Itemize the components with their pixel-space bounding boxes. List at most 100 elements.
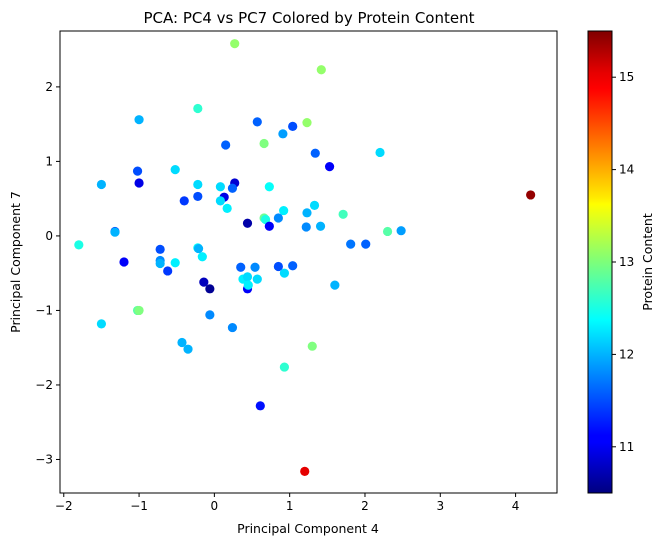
data-point — [134, 305, 144, 316]
data-point — [242, 272, 253, 282]
data-point — [230, 39, 240, 49]
colorbar-tick-label: 14 — [619, 163, 634, 177]
data-point — [222, 203, 232, 213]
data-point — [179, 196, 189, 206]
data-point — [279, 362, 290, 372]
data-point — [526, 190, 536, 200]
data-point — [170, 258, 180, 268]
colorbar: 11 12 13 14 15 Protein Content — [587, 30, 655, 494]
data-point — [132, 166, 143, 176]
x-tick-label: 4 — [512, 499, 520, 513]
data-point — [74, 240, 84, 250]
data-point — [260, 214, 271, 225]
data-point — [361, 239, 371, 249]
data-point — [119, 257, 129, 267]
colorbar-tick-label: 12 — [619, 347, 634, 361]
data-point — [183, 344, 193, 354]
data-point — [252, 117, 262, 127]
data-point — [110, 227, 120, 237]
y-tick-label: 2 — [45, 80, 53, 94]
data-point — [134, 115, 144, 125]
data-point — [382, 226, 393, 237]
plot-area: −2 −1 0 1 2 3 4 −3 −2 −1 0 1 2 — [35, 30, 558, 513]
data-point — [300, 466, 310, 476]
data-point — [134, 178, 144, 188]
data-point — [96, 179, 107, 190]
data-point — [302, 118, 312, 128]
data-point — [279, 268, 290, 278]
data-point — [259, 138, 269, 149]
data-point — [163, 266, 173, 276]
x-axis-label: Principal Component 4 — [237, 521, 379, 536]
data-point — [279, 205, 289, 216]
y-axis: −3 −2 −1 0 1 2 — [35, 80, 60, 466]
x-tick-label: −1 — [130, 499, 148, 513]
data-point — [315, 221, 326, 231]
data-point — [273, 213, 283, 223]
colorbar-tick-label: 15 — [619, 70, 634, 84]
data-point — [96, 319, 107, 329]
data-point — [255, 401, 265, 411]
colorbar-tick-label: 11 — [619, 440, 634, 454]
data-point — [310, 148, 320, 158]
data-point — [215, 182, 225, 192]
data-point — [193, 103, 203, 114]
data-point — [288, 121, 298, 131]
data-point — [301, 222, 311, 232]
x-tick-label: 3 — [436, 499, 444, 513]
data-point — [215, 196, 225, 206]
x-tick-label: −2 — [55, 499, 73, 513]
data-point — [273, 261, 283, 272]
data-point — [155, 258, 165, 269]
data-point — [316, 65, 326, 75]
data-point — [252, 274, 262, 284]
data-point — [288, 261, 298, 271]
data-point — [205, 284, 215, 294]
data-point — [396, 226, 406, 236]
y-tick-label: 0 — [45, 229, 53, 243]
data-point — [177, 337, 187, 348]
data-point — [264, 182, 274, 192]
x-tick-label: 1 — [286, 499, 294, 513]
data-point — [155, 244, 165, 254]
plot-frame — [59, 30, 558, 494]
data-point — [250, 262, 260, 272]
data-point — [205, 310, 215, 320]
y-tick-label: −3 — [35, 452, 53, 466]
chart-title: PCA: PC4 vs PC7 Colored by Protein Conte… — [144, 9, 475, 27]
data-point — [221, 140, 231, 150]
x-tick-label: 0 — [211, 499, 219, 513]
y-tick-label: −1 — [35, 303, 53, 317]
data-point — [375, 147, 385, 158]
data-point — [307, 341, 317, 351]
data-point — [243, 280, 253, 290]
x-axis: −2 −1 0 1 2 3 4 — [55, 493, 519, 513]
data-point — [278, 129, 288, 139]
colorbar-tick-label: 13 — [619, 255, 634, 269]
y-axis-label: Principal Component 7 — [8, 191, 23, 333]
data-point — [324, 162, 335, 172]
data-point — [193, 179, 203, 190]
data-point — [346, 239, 356, 249]
data-point — [227, 183, 238, 193]
data-point — [197, 252, 207, 262]
colorbar-gradient — [587, 30, 613, 494]
data-point — [330, 280, 340, 290]
y-tick-label: 1 — [45, 154, 53, 168]
data-point — [193, 191, 203, 202]
data-points — [74, 39, 536, 476]
data-point — [302, 208, 312, 218]
data-point — [309, 200, 320, 210]
data-point — [236, 262, 246, 272]
data-point — [170, 165, 180, 175]
colorbar-label: Protein Content — [640, 213, 655, 311]
data-point — [264, 221, 274, 231]
data-point — [199, 277, 209, 287]
data-point — [338, 209, 348, 219]
data-point — [242, 218, 253, 228]
y-tick-label: −2 — [35, 378, 53, 392]
data-point — [227, 322, 238, 333]
colorbar-axis: 11 12 13 14 15 — [612, 70, 634, 454]
